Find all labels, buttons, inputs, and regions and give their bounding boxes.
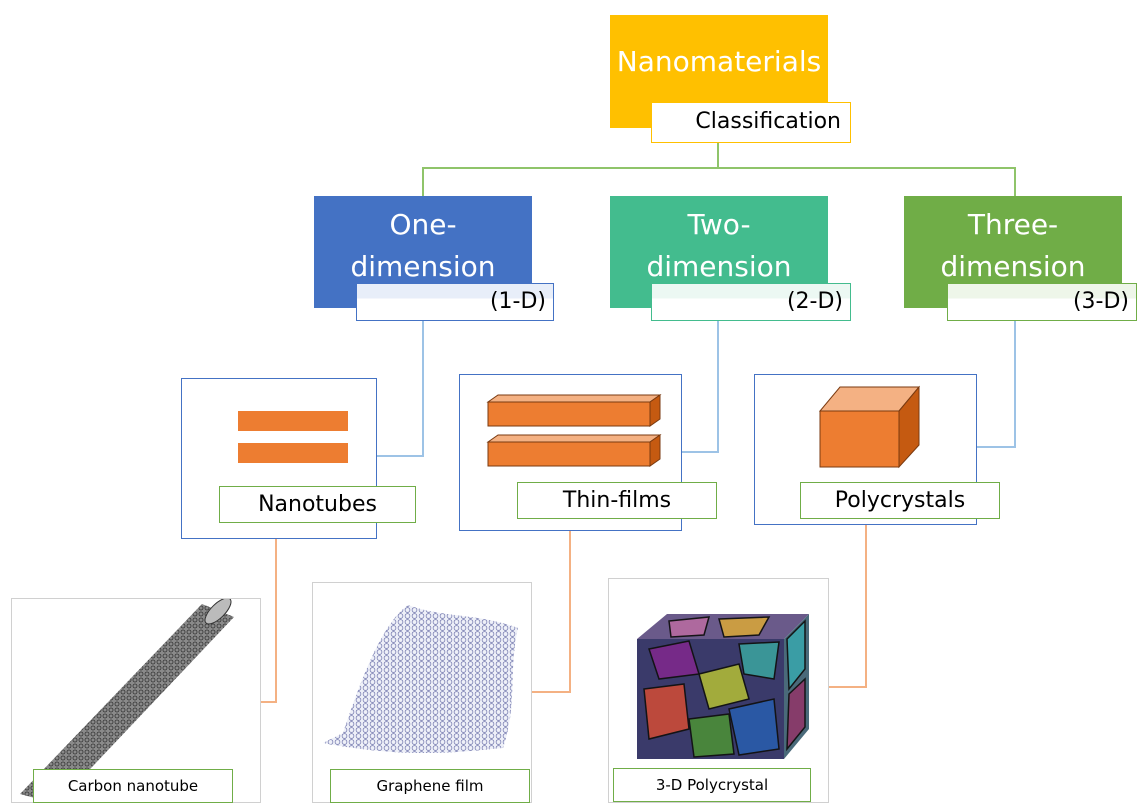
one-dimension-node: One- dimension	[314, 196, 532, 308]
three-d-cube-icon	[818, 385, 921, 469]
polycrystals-card	[754, 374, 977, 525]
root-branch-connector	[422, 167, 1016, 196]
bar-shape	[238, 443, 348, 463]
two-dimension-line2: dimension	[646, 250, 792, 283]
three-d-connector	[977, 321, 1016, 448]
polycrystal-image	[608, 578, 829, 803]
one-d-bars-icon	[238, 411, 348, 463]
three-d-tag: (3-D)	[947, 283, 1137, 321]
three-dimension-line2: dimension	[940, 250, 1086, 283]
polycrystal-photo-connector	[829, 520, 867, 688]
root-title: Nanomaterials	[616, 45, 822, 78]
bar-shape	[238, 411, 348, 431]
one-dimension-line1: One-	[389, 208, 457, 241]
thin-films-label: Thin-films	[517, 482, 717, 519]
carbon-nanotube-caption: Carbon nanotube	[33, 769, 233, 803]
carbon-nanotube-image	[11, 598, 261, 803]
two-d-connector	[682, 321, 719, 453]
polycrystal-caption: 3-D Polycrystal	[613, 768, 811, 802]
thinfilm-photo-connector	[532, 531, 571, 693]
two-dimension-line1: Two-	[687, 208, 751, 241]
three-dimension-line1: Three-	[967, 208, 1059, 241]
one-dimension-line2: dimension	[350, 250, 496, 283]
two-d-slabs-icon	[486, 394, 662, 467]
one-d-tag: (1-D)	[356, 283, 554, 321]
graphene-film-image	[312, 582, 532, 803]
graphene-film-caption: Graphene film	[330, 769, 530, 803]
two-d-tag: (2-D)	[651, 283, 851, 321]
one-d-connector	[377, 321, 424, 457]
nanotubes-label: Nanotubes	[219, 486, 416, 523]
polycrystals-label: Polycrystals	[800, 482, 1000, 519]
classification-label: Classification	[651, 102, 851, 143]
